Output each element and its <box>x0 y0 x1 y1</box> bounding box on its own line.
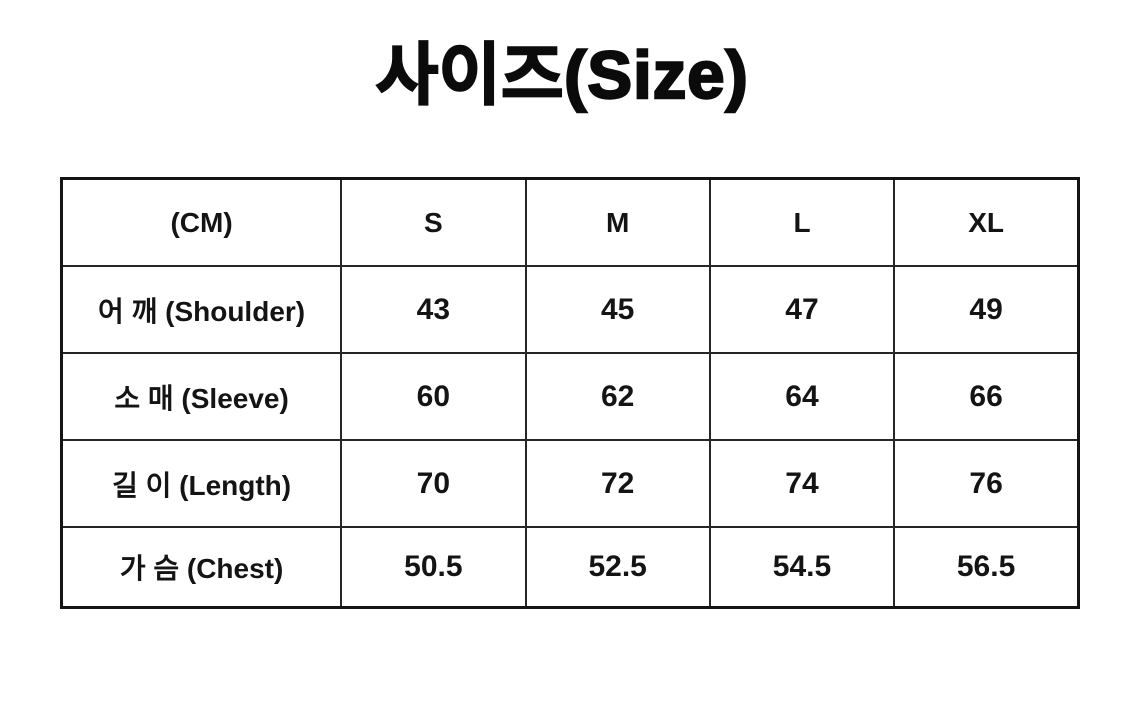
sleeve-m: 62 <box>524 352 711 441</box>
row-label-sleeve: 소 매 (Sleeve) <box>60 352 343 441</box>
shoulder-s: 43 <box>340 265 527 354</box>
length-s: 70 <box>340 439 527 528</box>
page-title: 사이즈(Size) <box>375 37 749 114</box>
row-label-length: 길 이 (Length) <box>60 439 343 528</box>
chest-xl: 56.5 <box>893 526 1080 609</box>
shoulder-xl: 49 <box>893 265 1080 354</box>
length-l: 74 <box>708 439 896 528</box>
column-header-unit: (CM) <box>60 177 343 267</box>
table-row-length: 길 이 (Length) 70 72 74 76 <box>60 439 1080 528</box>
chest-m: 52.5 <box>524 526 711 609</box>
column-header-l: L <box>708 177 896 267</box>
shoulder-l: 47 <box>708 265 896 354</box>
length-m: 72 <box>524 439 711 528</box>
sleeve-l: 64 <box>708 352 896 441</box>
chest-l: 54.5 <box>708 526 896 609</box>
column-header-xl: XL <box>893 177 1080 267</box>
column-header-s: S <box>340 177 527 267</box>
size-table: (CM) S M L XL 어 깨 (Shoulder) 43 45 47 49… <box>60 177 1080 609</box>
sleeve-s: 60 <box>340 352 527 441</box>
sleeve-xl: 66 <box>893 352 1080 441</box>
row-label-chest: 가 슴 (Chest) <box>60 526 343 609</box>
length-xl: 76 <box>893 439 1080 528</box>
shoulder-m: 45 <box>524 265 711 354</box>
table-row-sleeve: 소 매 (Sleeve) 60 62 64 66 <box>60 352 1080 441</box>
chest-s: 50.5 <box>340 526 527 609</box>
table-row-shoulder: 어 깨 (Shoulder) 43 45 47 49 <box>60 265 1080 354</box>
table-header-row: (CM) S M L XL <box>60 177 1080 267</box>
table-row-chest: 가 슴 (Chest) 50.5 52.5 54.5 56.5 <box>60 526 1080 609</box>
column-header-m: M <box>524 177 711 267</box>
row-label-shoulder: 어 깨 (Shoulder) <box>60 265 343 354</box>
